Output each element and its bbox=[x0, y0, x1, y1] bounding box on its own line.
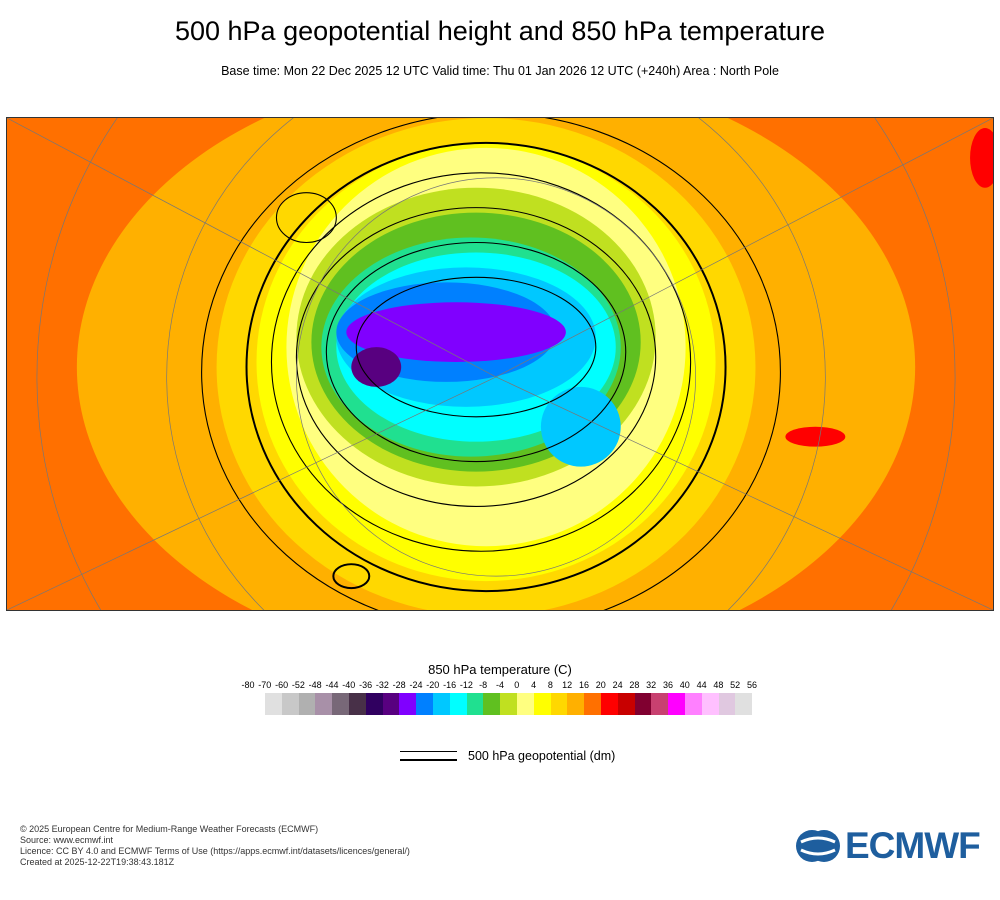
colorbar-swatch bbox=[718, 693, 736, 715]
colorbar-tick-label: -24 bbox=[409, 680, 423, 690]
colorbar-swatch bbox=[332, 693, 349, 715]
colorbar-tick-label: 8 bbox=[547, 680, 553, 690]
colorbar-swatch bbox=[348, 693, 366, 715]
ecmwf-logo-text: ECMWF bbox=[845, 825, 981, 866]
colorbar-swatch bbox=[584, 693, 601, 715]
geopotential-contours bbox=[201, 118, 781, 610]
colorbar-tick-label: 12 bbox=[562, 680, 573, 690]
colorbar-swatch bbox=[550, 693, 568, 715]
footer-source: Source: www.ecmwf.int bbox=[20, 835, 114, 845]
colorbar-tick-label: -12 bbox=[459, 680, 473, 690]
colorbar-swatch bbox=[466, 693, 484, 715]
colorbar bbox=[265, 693, 753, 715]
colorbar-swatch bbox=[651, 693, 669, 715]
colorbar-swatch bbox=[449, 693, 467, 715]
colorbar-swatch bbox=[500, 693, 517, 715]
colorbar-swatch bbox=[617, 693, 635, 715]
colorbar-swatch bbox=[265, 693, 282, 715]
colorbar-tick-label: -20 bbox=[426, 680, 440, 690]
colorbar-tick-label: 20 bbox=[595, 680, 606, 690]
colorbar-tick-label: 48 bbox=[713, 680, 724, 690]
colorbar-tick-label: 36 bbox=[662, 680, 674, 690]
colorbar-swatch bbox=[533, 693, 551, 715]
colorbar-tick-label: 4 bbox=[531, 680, 537, 690]
colorbar-tick-label: -48 bbox=[308, 680, 322, 690]
colorbar-tick-label: -8 bbox=[479, 680, 488, 690]
colorbar-tick-label: -52 bbox=[291, 680, 305, 690]
colorbar-swatch bbox=[567, 693, 585, 715]
colorbar-title: 850 hPa temperature (C) bbox=[428, 662, 572, 677]
colorbar-tick-label: 32 bbox=[646, 680, 657, 690]
chart-subtitle: Base time: Mon 22 Dec 2025 12 UTC Valid … bbox=[221, 64, 779, 78]
chart-title: 500 hPa geopotential height and 850 hPa … bbox=[174, 16, 825, 46]
ecmwf-logo-icon bbox=[796, 830, 840, 862]
colorbar-tick-label: -16 bbox=[443, 680, 457, 690]
colorbar-tick-label: 16 bbox=[578, 680, 590, 690]
hot-spot bbox=[785, 426, 846, 447]
colorbar-swatch bbox=[668, 693, 685, 715]
legend-line-thick bbox=[400, 759, 457, 761]
colorbar-swatch bbox=[416, 693, 433, 715]
footer: © 2025 European Centre for Medium-Range … bbox=[20, 824, 410, 868]
polar-map bbox=[6, 117, 994, 611]
colorbar-tick-label: 24 bbox=[612, 680, 623, 690]
colorbar-swatch bbox=[432, 693, 450, 715]
footer-copyright: © 2025 European Centre for Medium-Range … bbox=[20, 824, 319, 834]
colorbar-swatch bbox=[365, 693, 383, 715]
colorbar-tick-label: -44 bbox=[325, 680, 339, 690]
colorbar-tick-label: 52 bbox=[730, 680, 741, 690]
colorbar-tick-label: -36 bbox=[359, 680, 373, 690]
colorbar-swatch bbox=[600, 693, 618, 715]
colorbar-tick-label: -4 bbox=[495, 680, 505, 690]
colorbar-tick-label: 56 bbox=[746, 680, 758, 690]
hot-spot bbox=[970, 127, 993, 188]
legend-label: 500 hPa geopotential (dm) bbox=[468, 749, 616, 763]
ecmwf-logo: ECMWF bbox=[795, 825, 981, 867]
colorbar-swatch bbox=[399, 693, 417, 715]
colorbar-swatch bbox=[382, 693, 400, 715]
cold-patch bbox=[540, 386, 621, 467]
colorbar-swatch bbox=[281, 693, 299, 715]
colorbar-tick-label: 28 bbox=[629, 680, 640, 690]
colorbar-swatch bbox=[634, 693, 652, 715]
colorbar-swatch bbox=[701, 693, 719, 715]
colorbar-tick-label: -60 bbox=[275, 680, 289, 690]
colorbar-swatch bbox=[684, 693, 702, 715]
colorbar-tick-label: 40 bbox=[679, 680, 690, 690]
colorbar-swatch bbox=[516, 693, 534, 715]
colorbar-swatch bbox=[298, 693, 316, 715]
cold-core bbox=[351, 347, 402, 387]
colorbar-swatch bbox=[483, 693, 501, 715]
colorbar-swatch bbox=[315, 693, 333, 715]
colorbar-tick-label: -70 bbox=[258, 680, 272, 690]
colorbar-tick-label: -32 bbox=[375, 680, 389, 690]
band-violet bbox=[346, 302, 566, 363]
colorbar-tick-label: 0 bbox=[514, 680, 520, 690]
footer-created: Created at 2025-12-22T19:38:43.181Z bbox=[20, 857, 175, 867]
colorbar-tick-label: -40 bbox=[342, 680, 356, 690]
graticule bbox=[7, 118, 993, 610]
colorbar-swatch bbox=[735, 693, 753, 715]
colorbar-tick-label: -80 bbox=[241, 680, 255, 690]
colorbar-tick-label: -28 bbox=[392, 680, 406, 690]
colorbar-tick-labels: -80 -70 -60 -52 -48 -44 -40 -36 -32 -28 -24 -20 -16-… bbox=[0, 680, 1000, 694]
legend-line-thin bbox=[400, 751, 457, 752]
footer-licence: Licence: CC BY 4.0 and ECMWF Terms of Us… bbox=[20, 846, 410, 856]
colorbar-tick-label: 44 bbox=[696, 680, 707, 690]
